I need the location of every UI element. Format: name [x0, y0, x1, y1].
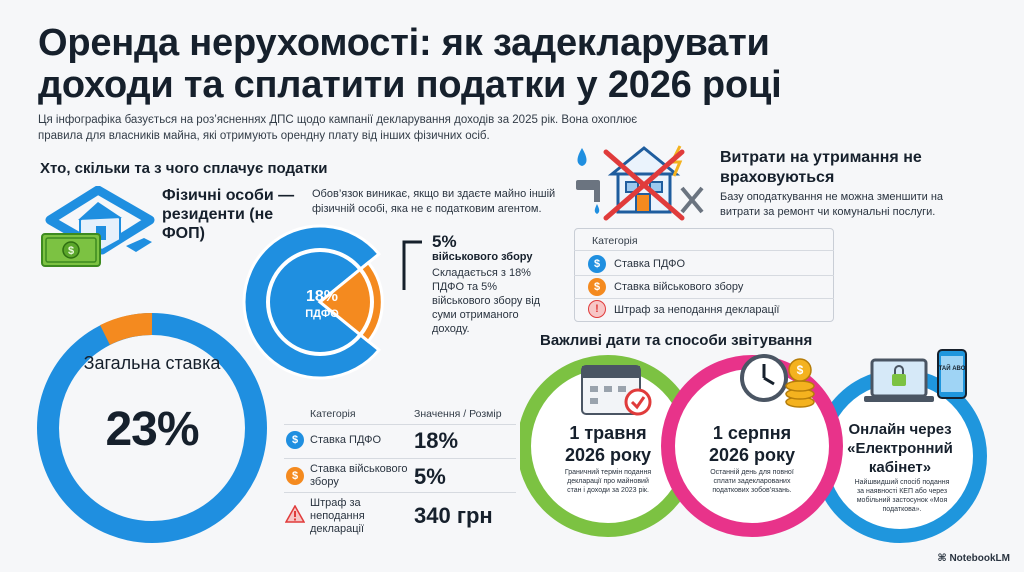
- exclamation-icon: !: [588, 300, 606, 318]
- svg-text:$: $: [797, 363, 804, 377]
- total-rate-ring-military: [100, 312, 153, 346]
- rates-row-label: Ставка військового збору: [310, 463, 408, 488]
- page-subtitle: Ця інфографіка базується на роз’ясненнях…: [38, 114, 638, 142]
- rates-row-value: 5%: [414, 464, 446, 489]
- individuals-text: Фізичні особи — резиденти (не ФОП): [162, 187, 295, 242]
- who-section-title: Хто, скільки та з чого сплачує податки: [40, 160, 328, 177]
- svg-text:$: $: [68, 245, 74, 257]
- military-label: військового збору: [432, 251, 533, 263]
- pie-slice-pdfo: [242, 224, 382, 380]
- online-desc: Найшвидший спосіб подання за наявності К…: [854, 479, 950, 513]
- clock-coins-icon: $: [740, 354, 815, 408]
- page-title: Оренда нерухомості: як задекларувати дох…: [38, 22, 782, 106]
- legend-item: Ставка ПДФО: [614, 258, 686, 270]
- dollar-icon: $: [588, 255, 606, 273]
- brand-watermark: ⌘ NotebookLM: [937, 553, 1010, 564]
- brand-text: NotebookLM: [949, 553, 1010, 564]
- rates-header-value: Значення / Розмір: [414, 408, 502, 420]
- dates-section-title: Важливі дати та способи звітування: [540, 332, 813, 349]
- penalty-value: 340 грн: [414, 503, 493, 528]
- rates-row-label: Ставка ПДФО: [310, 434, 382, 446]
- total-rate-value: 23%: [105, 403, 199, 456]
- pie-chart: [242, 224, 384, 380]
- house-money-icon: $: [41, 186, 155, 267]
- composition-text: Складається з 18% ПДФО та 5% військового…: [432, 267, 541, 335]
- individuals-heading: Фізичні особи — резиденти (не ФОП): [162, 186, 302, 243]
- house-utilities-icon: [576, 145, 704, 221]
- dates-circles: $ ТАЙ АВО: [520, 349, 987, 543]
- phone-screen-text: ТАЙ АВО: [939, 364, 966, 372]
- brand-icon: ⌘: [937, 553, 950, 564]
- callout-bracket: [402, 240, 422, 290]
- total-rate-label: Загальна ставка: [83, 353, 221, 373]
- date-may-desc: Граничний термін подання декларації про …: [564, 469, 652, 494]
- military-pct: 5%: [432, 232, 457, 251]
- pie-label-pct: 18%: [305, 288, 339, 305]
- rates-chart: [37, 224, 384, 543]
- rates-row-value: 340 грн: [414, 503, 493, 529]
- online-title: Онлайн через «Електронний кабінет»: [847, 421, 953, 476]
- legend-item: Ставка військового збору: [614, 281, 744, 293]
- pie-inner-ring: [266, 248, 374, 356]
- expenses-desc: Базу оподаткування не можна зменшити на …: [720, 191, 944, 218]
- pie-label-sub: ПДФО: [305, 308, 339, 320]
- legend-header: Категорія: [592, 235, 638, 247]
- dollar-icon: $: [286, 467, 304, 485]
- rates-header-category: Категорія: [310, 408, 356, 420]
- laptop-phone-icon: ТАЙ АВО: [864, 349, 967, 402]
- legend-item: Штраф за неподання декларації: [614, 304, 780, 316]
- warning-icon: [285, 505, 305, 523]
- date-may-title: 1 травня 2026 року: [564, 423, 652, 465]
- rates-row-label: Штраф за неподання декларації: [310, 497, 365, 535]
- date-august-title: 1 серпня 2026 року: [708, 423, 796, 465]
- dollar-icon: $: [588, 278, 606, 296]
- obligation-text: Обов’язок виникає, якщо ви здаєте майно …: [312, 188, 556, 215]
- date-august-desc: Останній день для повної сплати задеклар…: [710, 469, 794, 494]
- calendar-icon: [581, 365, 652, 416]
- dollar-icon: $: [286, 431, 304, 449]
- expenses-title: Витрати на утримання не враховуються: [720, 149, 922, 186]
- rates-row-value: 18%: [414, 428, 459, 453]
